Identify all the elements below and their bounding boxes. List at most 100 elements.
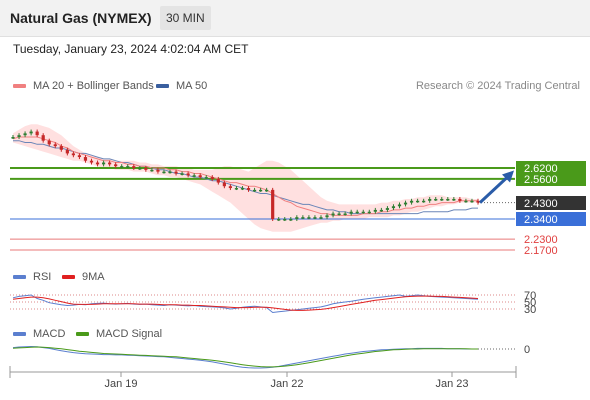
candle <box>325 215 329 218</box>
candle <box>95 162 100 165</box>
candle <box>101 162 106 165</box>
research-credit: Research © 2024 Trading Central <box>415 80 580 92</box>
candle <box>343 213 347 216</box>
candle <box>168 171 172 174</box>
candle <box>132 166 136 168</box>
candle <box>313 217 317 219</box>
candle <box>331 213 335 216</box>
candle <box>210 177 214 179</box>
candle <box>403 202 408 205</box>
legend-label: MA 50 <box>176 80 208 92</box>
candle <box>409 200 414 203</box>
macd-signal-swatch <box>76 332 89 336</box>
level-label: 2.1700 <box>524 245 558 257</box>
candle <box>240 188 245 190</box>
candle <box>234 188 239 190</box>
candle <box>265 189 269 192</box>
candle <box>319 217 323 219</box>
candle <box>198 175 202 178</box>
candle <box>162 171 166 174</box>
level-tag-last <box>516 196 586 210</box>
rsi-swatch <box>13 275 26 279</box>
macd-signal-line <box>12 346 478 368</box>
candle <box>337 213 341 216</box>
candle <box>355 211 359 214</box>
timestamp: Tuesday, January 23, 2024 4:02:04 AM CET <box>13 42 249 56</box>
candle <box>41 135 45 141</box>
candle <box>17 135 21 138</box>
candle <box>23 133 27 136</box>
candle <box>307 217 311 219</box>
candle <box>89 160 94 163</box>
candle <box>277 219 281 221</box>
legend-macd: MACD <box>13 328 65 340</box>
ma20-line <box>12 136 478 216</box>
candle <box>283 219 287 221</box>
x-tick-label: Jan 23 <box>435 378 468 390</box>
top-bar: Natural Gas (NYMEX) 30 MIN <box>0 0 590 37</box>
candle <box>53 144 57 147</box>
level-tag-resistance <box>516 172 586 186</box>
candle <box>476 200 480 203</box>
legend-label: MA 20 + Bollinger Bands <box>33 80 154 92</box>
candle <box>434 198 438 201</box>
rsi-level-label: 50 <box>524 297 536 309</box>
x-tick-label: Jan 22 <box>270 378 303 390</box>
candle <box>422 200 426 203</box>
candle <box>385 208 390 210</box>
level-tag-resistance <box>516 161 586 175</box>
candle <box>452 198 456 201</box>
legend-label: 9MA <box>82 271 105 283</box>
candle <box>114 164 118 167</box>
candle <box>361 211 365 214</box>
candle <box>77 155 82 158</box>
candle <box>222 182 226 187</box>
rsi-line <box>12 294 479 314</box>
timeframe-button[interactable]: 30 MIN <box>160 6 211 30</box>
candle <box>180 173 184 175</box>
instrument-title: Natural Gas (NYMEX) <box>10 10 152 26</box>
candle <box>252 189 257 192</box>
ma20-swatch <box>13 84 26 88</box>
candle <box>440 198 444 201</box>
candle <box>108 162 112 165</box>
candle <box>216 178 220 183</box>
legend-label: MACD Signal <box>96 328 163 340</box>
candle <box>367 211 371 214</box>
candle <box>150 169 154 172</box>
candle <box>416 200 420 203</box>
candle <box>174 171 178 174</box>
projection-arrow-head <box>502 170 514 183</box>
macd-line <box>12 345 478 369</box>
legend-label: MACD <box>33 328 66 340</box>
candle <box>289 219 293 221</box>
candle <box>349 211 353 214</box>
macd-level-label: 0 <box>524 344 530 356</box>
ma50-swatch <box>156 84 169 88</box>
candle <box>391 206 396 209</box>
candle <box>126 166 130 168</box>
level-label: 2.4300 <box>524 198 558 210</box>
candle <box>428 198 432 201</box>
candle <box>458 198 462 201</box>
candle <box>11 137 15 139</box>
legend-macd-signal: MACD Signal <box>76 328 162 340</box>
legend-9ma: 9MA <box>62 271 105 283</box>
ma9-swatch <box>62 275 75 279</box>
candle <box>446 198 450 201</box>
candle <box>156 169 160 172</box>
candle <box>65 149 69 154</box>
candle <box>138 168 142 170</box>
candle <box>397 204 402 207</box>
candle <box>47 140 51 145</box>
level-label: 2.3400 <box>524 214 558 226</box>
level-label: 2.2300 <box>524 234 558 246</box>
candle <box>186 173 190 176</box>
x-tick-label: Jan 19 <box>104 378 137 390</box>
candle <box>246 188 251 190</box>
candle <box>192 175 196 177</box>
candle <box>271 189 275 220</box>
candle <box>228 186 233 189</box>
level-label: 2.5600 <box>524 174 558 186</box>
